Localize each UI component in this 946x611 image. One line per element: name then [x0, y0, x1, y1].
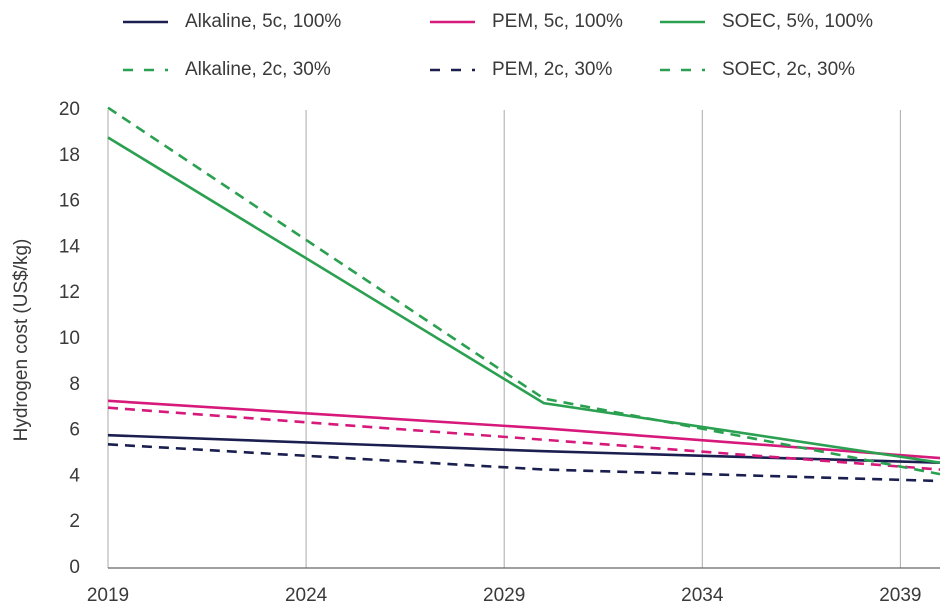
legend-label: SOEC, 2c, 30% — [722, 59, 855, 80]
y-tick-label: 14 — [59, 236, 81, 257]
series-line — [107, 406, 941, 471]
legend-label: PEM, 5c, 100% — [492, 11, 623, 32]
y-tick-label: 16 — [59, 191, 80, 212]
x-tick-label: 2039 — [879, 585, 921, 606]
legend-label: Alkaline, 5c, 100% — [185, 11, 341, 32]
y-tick-label: 10 — [59, 328, 80, 349]
y-tick-label: 20 — [59, 99, 80, 120]
y-tick-label: 4 — [69, 465, 80, 486]
series-line — [107, 399, 941, 460]
legend-label: PEM, 2c, 30% — [492, 59, 612, 80]
x-tick-label: 2019 — [87, 585, 129, 606]
x-tick-label: 2029 — [483, 585, 525, 606]
legend-label: SOEC, 5%, 100% — [722, 11, 873, 32]
y-tick-label: 2 — [69, 511, 80, 532]
y-tick-label: 0 — [69, 557, 80, 578]
legend-label: Alkaline, 2c, 30% — [185, 59, 331, 80]
y-tick-label: 12 — [59, 282, 80, 303]
x-tick-label: 2034 — [681, 585, 724, 606]
y-tick-label: 8 — [69, 374, 80, 395]
y-tick-label: 18 — [59, 145, 80, 166]
x-tick-label: 2024 — [285, 585, 328, 606]
series-line — [107, 136, 941, 464]
series-line — [107, 106, 941, 476]
series-line — [107, 443, 941, 483]
y-tick-label: 6 — [69, 420, 80, 441]
y-axis-label: Hydrogen cost (US$/kg) — [11, 239, 32, 442]
